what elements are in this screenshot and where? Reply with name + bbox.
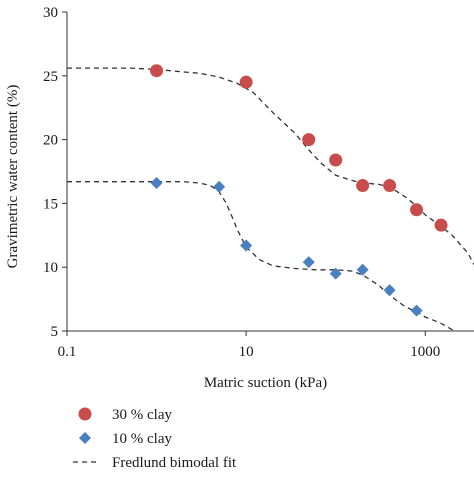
series [150,176,423,317]
fit-lines [67,67,474,331]
legend-marker [78,407,92,421]
data-point-diamond [150,176,163,189]
legend-label: Fredlund bimodal fit [112,455,237,471]
data-point-diamond [302,256,315,269]
y-tick-label: 10 [43,260,58,276]
x-tick-label: 1000 [410,344,440,360]
x-tick-label: 0.1 [58,344,77,360]
y-axis-title: Gravimetric water content (%) [5,85,21,269]
y-tick-label: 25 [43,69,58,85]
data-point-circle [410,203,424,217]
data-point-circle [302,133,316,147]
legend-label: 30 % clay [112,407,172,423]
data-point-circle [239,75,253,89]
legend-item: 30 % clay [78,407,172,423]
series [150,64,448,232]
legend-marker [79,432,91,444]
data-point-circle [434,218,448,232]
data-point-circle [150,64,164,78]
data-point-diamond [410,304,423,317]
data-point-circle [356,179,370,193]
legend-item: 10 % clay [79,431,172,447]
fit-line [67,181,457,331]
data-point-diamond [329,267,342,280]
axes: 5 10 15 20 25 30 0.1 10 1000 [43,5,474,360]
y-tick-label: 20 [43,133,58,149]
axis-lines [66,12,474,332]
data-point-diamond [383,284,396,297]
legend-label: 10 % clay [112,431,172,447]
x-axis-title: Matric suction (kPa) [204,375,327,391]
y-tick-label: 15 [43,196,58,212]
data-point-circle [383,179,397,193]
data-point-circle [329,153,343,167]
y-tick-label: 30 [43,5,58,21]
data-point-diamond [213,180,226,193]
y-tick-label: 5 [51,324,59,340]
data-point-diamond [356,263,369,276]
legend: 30 % clay 10 % clay Fredlund bimodal fit [73,407,237,471]
fit-line [67,67,474,265]
data-point-diamond [240,239,253,252]
data-points [150,64,448,317]
legend-item: Fredlund bimodal fit [73,455,237,471]
x-tick-label: 10 [239,344,254,360]
